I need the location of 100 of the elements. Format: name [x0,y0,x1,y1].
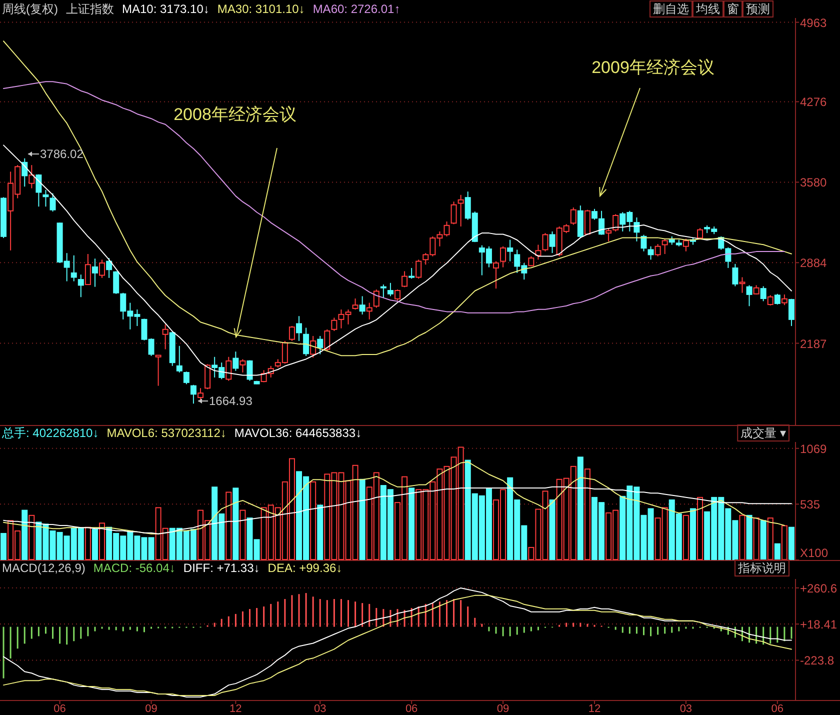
candlestick [99,259,106,278]
candlestick [408,267,415,280]
annotation: 1664.93 [209,394,253,408]
candlestick [640,234,647,252]
candlestick [570,207,576,226]
candlestick [774,293,780,306]
text: 指标说明 [737,561,786,575]
text: MA30: 3101.10↓ [217,2,305,16]
candlestick [591,208,598,220]
candlestick [606,228,612,242]
candlestick [198,388,204,402]
candlestick [84,253,91,286]
candlestick [366,302,372,320]
candlestick [634,216,640,242]
text: MA60: 2726.01↑ [312,2,400,16]
text: DEA: +99.36↓ [268,561,342,575]
text: MA10: 3173.10↓ [122,2,210,16]
chart-title: 上证指数 [66,2,114,16]
candlestick [226,356,232,382]
candlestick [767,294,774,306]
y-tick-label: 535 [800,498,820,512]
candlestick [648,246,654,260]
x-tick-label: 06 [771,703,784,715]
x-tick-label: 12 [230,703,242,715]
candlestick [781,294,788,306]
text: 窗 [727,2,739,16]
candlestick [450,201,457,225]
candlestick [380,284,386,298]
candlestick [240,358,246,374]
candlestick [155,354,162,386]
candlestick [303,327,310,356]
candlestick [92,258,98,288]
text: 均线 [695,2,720,16]
text: MAVOL36: 644653833↓ [234,426,362,440]
candlestick [788,298,794,327]
y-tick-label: 3580 [800,176,828,190]
y-tick-label: +260.6 [800,581,838,596]
candlestick [500,246,506,268]
candlestick [612,214,619,232]
annotation: 3786.02 [40,147,84,161]
candlestick [760,286,766,302]
x-tick-label: 06 [405,703,418,715]
x-tick-label: 03 [314,703,326,715]
line-series [3,40,792,356]
candlestick [584,209,590,236]
candlestick [36,174,42,208]
candlestick [682,238,689,252]
candlestick [183,371,190,385]
line-series [3,81,785,314]
candlestick [549,230,556,254]
candlestick [359,296,366,315]
text: MAVOL6: 537023112↓ [106,426,226,440]
y-tick-label: 4276 [800,95,828,110]
annotation: 2009年经济会议 [592,58,714,77]
candlestick [331,317,338,332]
candlestick [542,232,548,252]
candlestick [746,284,752,307]
candlestick [50,192,56,212]
candlestick [492,260,499,290]
candlestick [288,326,295,342]
candlestick [70,254,77,282]
candlestick [310,335,316,358]
candlestick [662,238,668,254]
text: MACD: -56.04↓ [93,561,176,575]
x-tick-label: 06 [54,703,66,715]
annotation: 2008年经济会议 [174,105,296,124]
candlestick [176,345,182,374]
candlestick [190,384,196,404]
candlestick [458,194,464,227]
y-tick-label: 1069 [800,442,828,456]
candlestick [162,324,168,350]
candlestick [113,270,120,294]
text: 成交量 ▾ [740,426,786,440]
y-tick-label: 2884 [800,256,828,270]
candlestick [416,259,422,280]
candlestick [317,335,324,355]
y-tick-label: 2187 [800,336,828,351]
candlestick [42,189,49,208]
candlestick [387,282,394,297]
y-tick-label: -223.8 [800,654,834,668]
x-tick-label: 12 [588,703,601,715]
candlestick [28,164,35,189]
y-tick-label: 4963 [800,16,828,30]
x-tick-label: 09 [496,703,510,715]
text: DIFF: +71.33↓ [183,561,260,575]
candlestick [232,351,239,372]
candlestick [324,328,330,352]
candlestick [739,276,746,294]
y-tick-label: X100 [800,546,828,560]
candlestick [598,210,605,236]
text: 删自选 [653,2,689,16]
candlestick [394,288,400,301]
y-tick-label: +18.41 [800,618,838,632]
candlestick [106,258,112,278]
candlestick [507,239,514,262]
x-tick-label: 03 [680,703,692,715]
candlestick [204,364,211,390]
candlestick [246,360,253,382]
candlestick [373,288,380,308]
chart-subtitle: 周线(复权) [2,2,58,16]
